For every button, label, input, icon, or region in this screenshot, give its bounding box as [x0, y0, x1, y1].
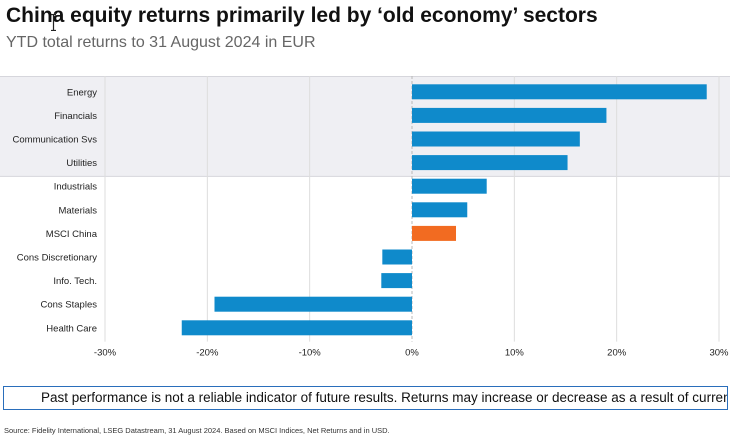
category-label: Industrials: [54, 182, 98, 193]
x-tick-label: 30%: [709, 348, 729, 359]
x-tick-label: 20%: [607, 348, 627, 359]
x-tick-labels: -30% -20% -10% 0% 10% 20% 30%: [94, 348, 729, 359]
chart-subtitle: YTD total returns to 31 August 2024 in E…: [6, 34, 316, 51]
bar-health-care: [181, 320, 412, 336]
bar-communication-svs: [412, 131, 580, 147]
bar-financials: [412, 107, 607, 123]
bar-industrials: [412, 178, 487, 194]
category-label: Utilities: [66, 158, 97, 169]
bar-info-tech: [381, 273, 412, 289]
category-label: Cons Discretionary: [17, 253, 97, 264]
bar-energy: [412, 84, 707, 100]
bar-utilities: [412, 155, 568, 171]
x-tick-label: -30%: [94, 348, 117, 359]
category-label: Info. Tech.: [53, 276, 97, 287]
disclaimer-box: Past performance is not a reliable indic…: [3, 386, 728, 410]
x-tick-label: 10%: [505, 348, 525, 359]
category-label: Energy: [67, 87, 97, 98]
x-tick-label: 0%: [405, 348, 419, 359]
bar-materials: [412, 202, 468, 218]
bar-msci-china: [412, 225, 457, 241]
text-cursor-icon: [51, 14, 56, 31]
category-labels: Energy Financials Communication Svs Utiliti…: [13, 87, 98, 334]
bars: [181, 84, 707, 336]
bar-cons-staples: [214, 296, 412, 312]
category-label: MSCI China: [46, 229, 98, 240]
category-label: Health Care: [46, 323, 97, 334]
category-label: Financials: [54, 111, 97, 122]
category-label: Cons Staples: [40, 300, 97, 311]
category-label: Materials: [58, 205, 97, 216]
bar-chart: Energy Financials Communication Svs Utiliti…: [0, 76, 730, 359]
x-tick-label: -20%: [196, 348, 219, 359]
x-tick-label: -10%: [299, 348, 322, 359]
chart-title: China equity returns primarily led by ‘o…: [6, 4, 598, 27]
category-label: Communication Svs: [13, 135, 98, 146]
source-note: Source: Fidelity International, LSEG Dat…: [4, 426, 390, 435]
bar-cons-discretionary: [382, 249, 412, 265]
